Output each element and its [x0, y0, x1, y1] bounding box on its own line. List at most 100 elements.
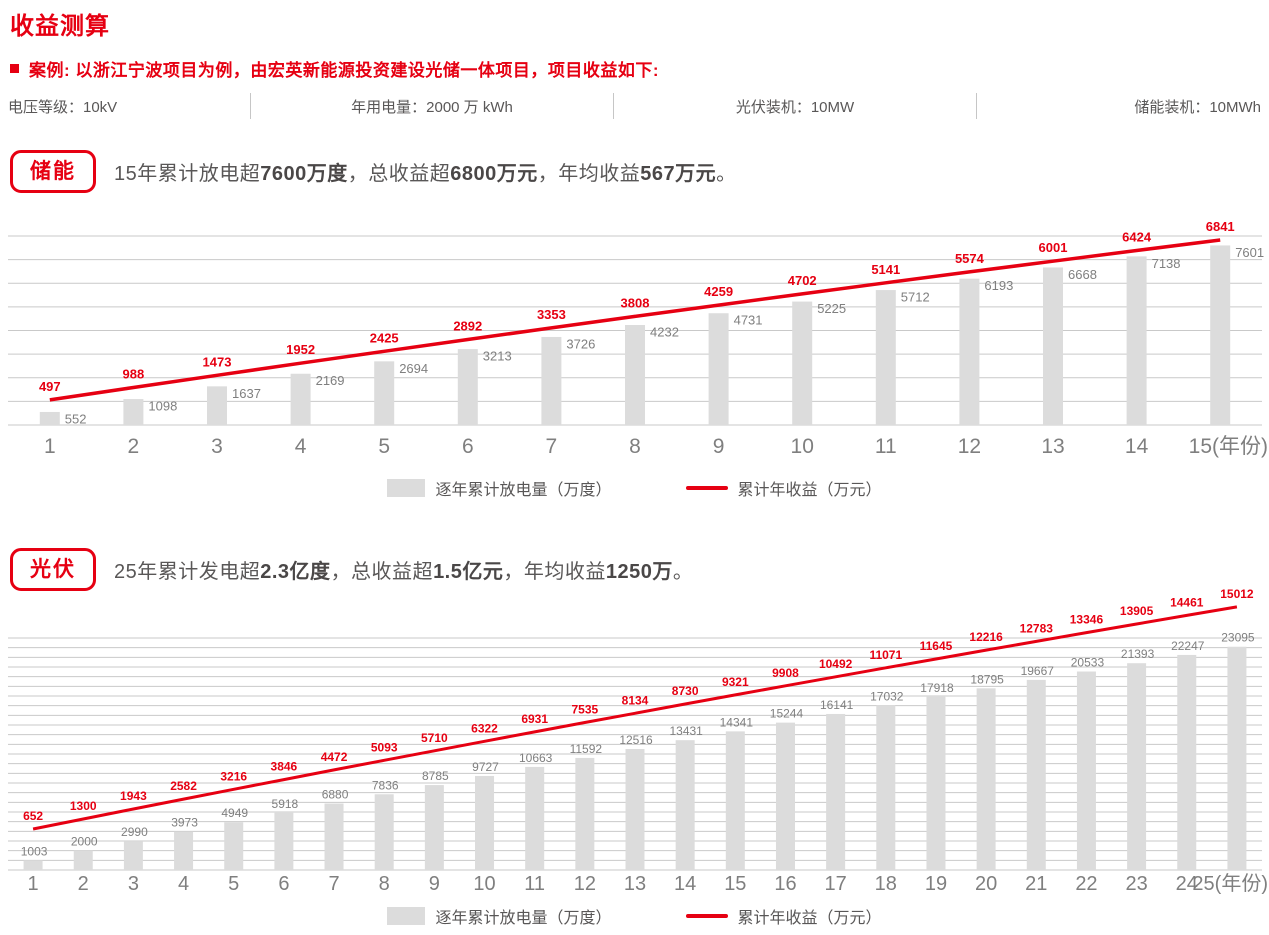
svg-text:3846: 3846: [271, 760, 298, 774]
svg-text:6841: 6841: [1206, 220, 1235, 234]
svg-text:14461: 14461: [1170, 595, 1204, 609]
svg-text:2: 2: [128, 435, 140, 458]
svg-text:8: 8: [379, 873, 390, 895]
svg-text:10: 10: [473, 873, 495, 895]
svg-text:1098: 1098: [148, 398, 177, 413]
svg-text:1300: 1300: [70, 799, 97, 813]
svg-text:17032: 17032: [870, 689, 904, 703]
svg-text:6322: 6322: [471, 721, 498, 735]
svg-text:2: 2: [78, 873, 89, 895]
svg-text:9321: 9321: [722, 675, 749, 689]
svg-text:5918: 5918: [272, 797, 299, 811]
line-legend-label: 累计年收益（万元）: [737, 910, 882, 927]
bar-legend-swatch: [387, 479, 426, 497]
svg-text:18795: 18795: [970, 672, 1004, 686]
svg-text:15012: 15012: [1220, 587, 1254, 601]
svg-text:7535: 7535: [571, 703, 598, 717]
svg-text:12216: 12216: [969, 630, 1003, 644]
line-legend-label: 累计年收益（万元）: [737, 482, 882, 499]
info-pv-capacity: 光伏装机：10MW: [735, 98, 855, 116]
svg-text:15(年份): 15(年份): [1189, 435, 1268, 458]
svg-text:5093: 5093: [371, 740, 398, 754]
divider: [250, 93, 251, 119]
svg-text:8785: 8785: [422, 769, 449, 783]
svg-text:6193: 6193: [984, 278, 1013, 293]
pv-chart: 1003200029903973494959186880783687859727…: [8, 587, 1268, 895]
svg-text:5141: 5141: [871, 262, 900, 277]
bar-legend-swatch: [387, 907, 426, 925]
svg-text:12: 12: [958, 435, 981, 458]
svg-text:22: 22: [1075, 873, 1097, 895]
svg-text:23: 23: [1125, 873, 1147, 895]
svg-text:15244: 15244: [770, 707, 804, 721]
svg-text:11592: 11592: [570, 742, 603, 756]
svg-text:16141: 16141: [820, 698, 854, 712]
svg-text:17: 17: [825, 873, 847, 895]
svg-text:1952: 1952: [286, 342, 315, 357]
svg-text:10663: 10663: [519, 751, 553, 765]
svg-text:13346: 13346: [1070, 613, 1104, 627]
svg-text:13431: 13431: [669, 724, 703, 738]
bullet-icon: [10, 64, 19, 73]
svg-text:5: 5: [378, 435, 390, 458]
case-statement: 案例: 以浙江宁波项目为例，由宏英新能源投资建设光储一体项目，项目收益如下:: [10, 56, 659, 81]
storage-badge: 储能: [10, 150, 96, 193]
svg-text:2425: 2425: [370, 330, 399, 345]
svg-text:23095: 23095: [1221, 631, 1255, 645]
svg-text:5225: 5225: [817, 301, 846, 316]
svg-text:11: 11: [524, 873, 545, 895]
svg-text:4259: 4259: [704, 284, 733, 299]
svg-text:3353: 3353: [537, 307, 566, 322]
svg-text:1: 1: [44, 435, 56, 458]
svg-text:4472: 4472: [321, 750, 348, 764]
svg-text:8134: 8134: [622, 693, 649, 707]
project-info-bar: 电压等级：10kV 年用电量：2000 万 kWh 光伏装机：10MW 储能装机…: [8, 91, 1261, 121]
svg-text:6: 6: [462, 435, 474, 458]
svg-text:22247: 22247: [1171, 639, 1205, 653]
info-annual-usage: 年用电量：2000 万 kWh: [351, 98, 513, 116]
svg-text:6001: 6001: [1039, 240, 1068, 255]
pv-section-header: 光伏 25年累计发电超2.3亿度，总收益超1.5亿元，年均收益1250万。: [10, 548, 693, 591]
bar-legend-label: 逐年累计放电量（万度）: [435, 910, 612, 927]
svg-text:9727: 9727: [472, 760, 499, 774]
svg-text:6880: 6880: [322, 787, 349, 801]
pv-badge: 光伏: [10, 548, 96, 591]
svg-text:11071: 11071: [869, 648, 902, 662]
svg-text:6668: 6668: [1068, 267, 1097, 282]
svg-text:9: 9: [429, 873, 440, 895]
svg-text:988: 988: [123, 367, 145, 382]
svg-text:3216: 3216: [220, 769, 247, 783]
svg-text:21393: 21393: [1121, 647, 1155, 661]
svg-text:3213: 3213: [483, 349, 512, 364]
svg-text:6931: 6931: [521, 712, 548, 726]
svg-text:9: 9: [713, 435, 725, 458]
case-text: 案例: 以浙江宁波项目为例，由宏英新能源投资建设光储一体项目，项目收益如下:: [29, 61, 660, 80]
storage-chart-legend: 逐年累计放电量（万度） 累计年收益（万元）: [0, 476, 1269, 500]
svg-text:12783: 12783: [1020, 621, 1054, 635]
svg-text:18: 18: [875, 873, 897, 895]
svg-text:7138: 7138: [1152, 256, 1181, 271]
svg-text:21: 21: [1025, 873, 1047, 895]
svg-text:7836: 7836: [372, 778, 399, 792]
storage-section-header: 储能 15年累计放电超7600万度，总收益超6800万元，年均收益567万元。: [10, 150, 737, 193]
svg-text:10492: 10492: [819, 657, 853, 671]
svg-text:5712: 5712: [901, 289, 930, 304]
svg-text:3973: 3973: [171, 816, 198, 830]
svg-text:1: 1: [28, 873, 39, 895]
svg-text:7: 7: [546, 435, 558, 458]
svg-text:17918: 17918: [920, 681, 954, 695]
svg-text:5710: 5710: [421, 731, 448, 745]
svg-text:25(年份): 25(年份): [1192, 872, 1268, 895]
svg-text:4: 4: [178, 873, 189, 895]
info-storage-capacity: 储能装机：10MWh: [1134, 98, 1261, 116]
pv-chart-legend: 逐年累计放电量（万度） 累计年收益（万元）: [0, 904, 1269, 928]
svg-text:2892: 2892: [453, 319, 482, 334]
svg-text:14: 14: [674, 873, 696, 895]
svg-text:4702: 4702: [788, 273, 817, 288]
svg-text:11: 11: [875, 435, 897, 458]
svg-text:1473: 1473: [203, 354, 232, 369]
svg-text:15: 15: [724, 873, 746, 895]
storage-chart: 5521098163721692694321337264232473152255…: [8, 220, 1268, 458]
svg-text:1943: 1943: [120, 789, 147, 803]
pv-caption: 25年累计发电超2.3亿度，总收益超1.5亿元，年均收益1250万。: [114, 561, 694, 583]
